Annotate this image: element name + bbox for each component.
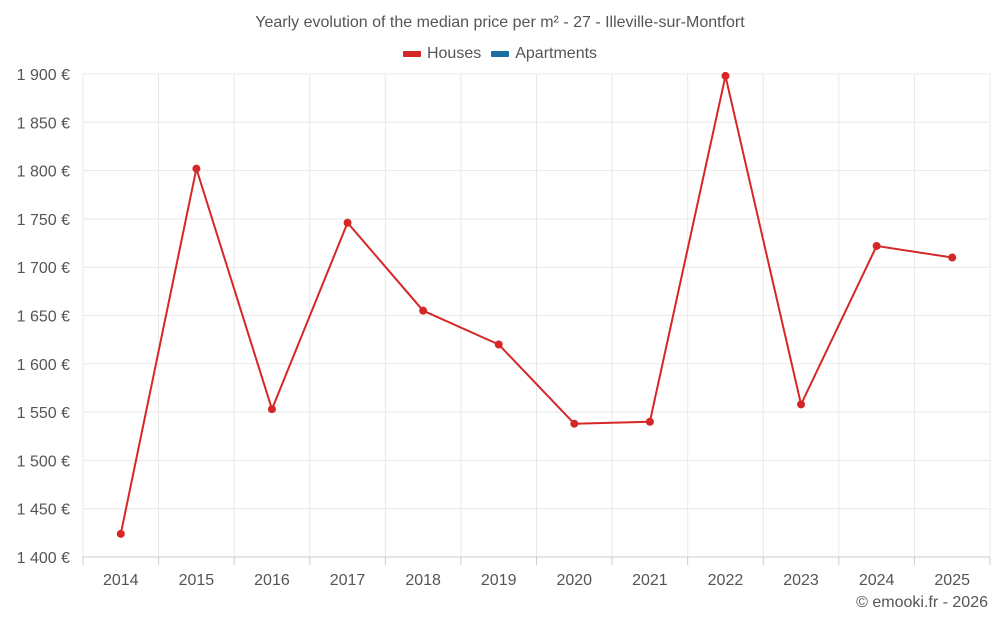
legend-swatch-apartments (491, 51, 510, 57)
data-point[interactable] (721, 71, 730, 80)
data-point[interactable] (645, 417, 654, 426)
data-point[interactable] (419, 306, 428, 315)
y-tick-label: 1 400 € (17, 550, 70, 567)
data-point[interactable] (494, 340, 503, 349)
x-tick-label: 2025 (934, 572, 970, 589)
legend-label-apartments: Apartments (515, 45, 598, 62)
x-tick-label: 2024 (859, 572, 895, 589)
data-point[interactable] (267, 405, 276, 414)
x-tick-label: 2019 (481, 572, 517, 589)
y-tick-label: 1 600 € (17, 357, 70, 374)
x-tick-label: 2021 (632, 572, 668, 589)
y-tick-label: 1 850 € (17, 115, 70, 132)
y-tick-label: 1 700 € (17, 260, 70, 277)
x-tick-label: 2015 (179, 572, 215, 589)
y-tick-label: 1 650 € (17, 309, 70, 326)
axes: 1 400 € 1 450 € 1 500 € 1 550 € 1 600 € 1 650… (17, 67, 991, 589)
y-tick-label: 1 900 € (17, 67, 70, 84)
data-point[interactable] (192, 164, 201, 173)
legend-item-apartments[interactable]: Apartments (491, 45, 597, 63)
series-line (119, 74, 953, 535)
chart-title: Yearly evolution of the median price per… (255, 14, 745, 31)
series-houses (116, 71, 957, 538)
data-point[interactable] (797, 400, 806, 409)
legend: Houses Apartments (0, 45, 1000, 63)
x-tick-label: 2023 (783, 572, 819, 589)
x-tick-label: 2014 (103, 572, 139, 589)
legend-item-houses[interactable]: Houses (402, 45, 482, 63)
data-point[interactable] (948, 253, 957, 262)
y-tick-label: 1 550 € (17, 405, 70, 422)
x-tick-label: 2020 (556, 572, 592, 589)
data-point[interactable] (116, 529, 125, 538)
legend-swatch-houses (402, 51, 421, 57)
y-tick-label: 1 450 € (17, 502, 70, 519)
x-tick-label: 2022 (708, 572, 744, 589)
x-tick-label: 2017 (330, 572, 366, 589)
y-tick-label: 1 750 € (17, 212, 70, 229)
x-tick-label: 2018 (405, 572, 441, 589)
copyright-text: © emooki.fr - 2026 (856, 594, 988, 611)
data-point[interactable] (872, 241, 881, 250)
x-tick-label: 2016 (254, 572, 290, 589)
grid (82, 73, 991, 557)
data-point[interactable] (570, 419, 579, 428)
y-tick-label: 1 800 € (17, 164, 70, 181)
data-point[interactable] (343, 218, 352, 227)
legend-label-houses: Houses (426, 45, 482, 62)
y-tick-label: 1 500 € (17, 453, 70, 470)
